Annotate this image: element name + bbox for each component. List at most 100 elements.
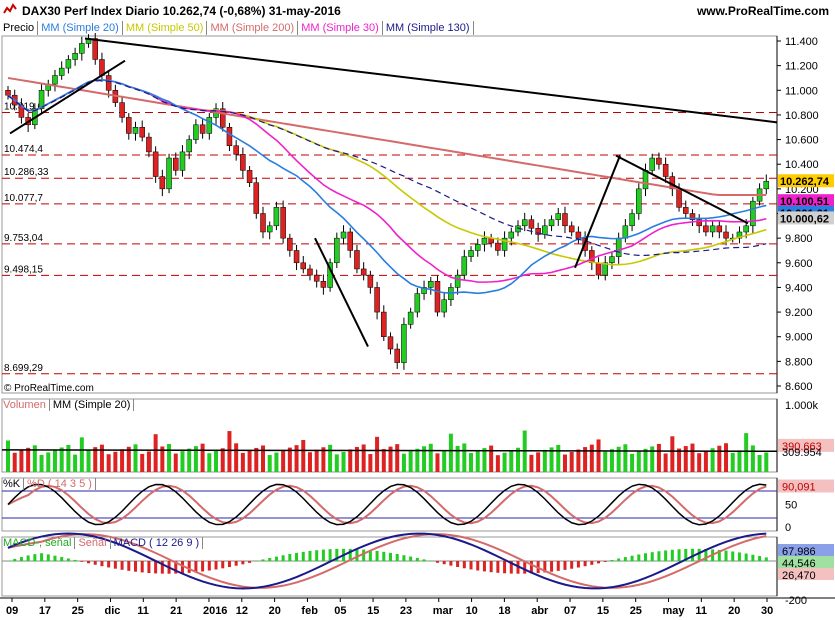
macd-histogram-bar [717, 549, 721, 562]
macd-histogram-bar [415, 557, 419, 562]
macd-histogram-bar [583, 561, 587, 567]
volume-bar [401, 453, 406, 472]
volume-bar [536, 452, 541, 472]
y-tick-label: 8.600 [785, 381, 813, 393]
site-url[interactable]: www.ProRealTime.com [696, 4, 829, 18]
volume-bar [207, 453, 212, 472]
macd-histogram-bar [617, 558, 621, 562]
volume-bar [670, 436, 675, 472]
macd-histogram-bar [348, 548, 352, 562]
legend-mm20[interactable]: MM (Simple 20) [38, 21, 123, 35]
volume-bar [516, 447, 520, 472]
volume-bar [717, 445, 722, 472]
macd-label: 67,986 [782, 546, 816, 558]
level-label: 10.474,4 [4, 144, 43, 155]
macd-histogram-bar [422, 559, 426, 562]
candle [548, 219, 555, 227]
macd-histogram-bar [160, 561, 164, 574]
candle [280, 207, 286, 239]
macd-histogram-bar [650, 552, 654, 562]
macd-histogram-bar [93, 561, 97, 565]
candle [119, 102, 125, 118]
stoch-legend-k[interactable]: %K [0, 478, 25, 490]
candle [5, 90, 11, 96]
x-tick-label: 20 [728, 605, 740, 617]
volume-bar [220, 448, 225, 472]
volume-bar [643, 448, 648, 472]
mm200-line [7, 76, 767, 197]
macd-legend-m1[interactable]: MACD-, señal [0, 537, 76, 549]
x-tick-label: feb [301, 605, 318, 617]
y-tick-label: 11.200 [785, 61, 818, 73]
macd-histogram-bar [704, 549, 708, 562]
x-tick-label: 30 [761, 605, 773, 617]
macd-histogram-bar [489, 561, 493, 573]
volume-bar [361, 444, 366, 472]
chart-title: DAX30 Perf Index Diario 10.262,74 (-0,68… [22, 4, 341, 18]
stoch-label-box [778, 479, 834, 493]
right-label-box [778, 174, 834, 188]
candle [649, 157, 655, 171]
stoch-label: 90,091 [782, 482, 816, 494]
volume-bar [274, 452, 279, 472]
candle [568, 225, 575, 233]
macd-histogram-bar [744, 553, 748, 562]
macd-histogram-bar [469, 561, 473, 570]
volume-bar [294, 445, 299, 472]
macd-histogram-bar [73, 559, 77, 562]
macd-histogram-bar [174, 561, 178, 574]
volume-bar [247, 450, 252, 472]
volume-bar [19, 450, 24, 472]
candle [636, 188, 642, 214]
legend-price[interactable]: Precio [0, 21, 39, 35]
macd-legend-m2[interactable]: Señal [75, 537, 111, 549]
candle [38, 90, 45, 110]
candle [152, 151, 159, 177]
volume-label-box [778, 438, 834, 452]
volume-bar [167, 443, 172, 472]
x-tick-label: 18 [498, 605, 510, 617]
volume-bar [66, 444, 71, 472]
legend-mm200[interactable]: MM (Simple 200) [207, 21, 299, 35]
volume-legend-mm[interactable]: MM (Simple 20) [50, 399, 135, 411]
x-tick-label: 2016 [203, 605, 227, 617]
macd-histogram-bar [570, 561, 574, 569]
level-label: 10.286,33 [4, 167, 49, 178]
macd-histogram-bar [550, 561, 554, 572]
volume-bar [106, 454, 111, 472]
candle [193, 124, 199, 140]
candle [146, 136, 152, 153]
macd-histogram-bar [509, 561, 513, 574]
legend-mm30[interactable]: MM (Simple 30) [298, 21, 383, 35]
legend-mm130[interactable]: MM (Simple 130) [383, 21, 474, 35]
volume-legend-vol[interactable]: Volumen [0, 399, 50, 411]
candle [575, 231, 582, 239]
candle [65, 59, 72, 69]
volume-bar [408, 451, 413, 472]
volume-bar [334, 454, 339, 472]
volume-bar [86, 449, 91, 472]
macd-histogram-bar [429, 560, 433, 562]
macd-histogram-bar [731, 551, 735, 562]
macd-histogram-bar [221, 561, 225, 569]
stoch-legend-d[interactable]: %D ( 14 3 5 ) [24, 478, 96, 490]
volume-bar [462, 443, 467, 472]
y-tick-label: 9.800 [785, 233, 813, 245]
volume-bar [442, 450, 447, 472]
macd-histogram-bar [107, 561, 111, 568]
candle [434, 281, 441, 313]
legend-mm50[interactable]: MM (Simple 50) [123, 21, 208, 35]
x-tick-label: 21 [170, 605, 182, 617]
candle [300, 262, 307, 270]
candle [394, 348, 400, 363]
macd-histogram-bar [288, 554, 292, 562]
candle [528, 219, 535, 229]
volume-tick-label: 1.000k [785, 400, 819, 412]
volume-bar [609, 449, 614, 472]
level-label: 9.753,04 [4, 233, 43, 244]
macd-legend-m3[interactable]: MACD ( 12 26 9 ) [111, 537, 204, 549]
macd-histogram-bar [482, 561, 486, 572]
volume-bar [46, 452, 51, 472]
macd-histogram-bar [120, 561, 124, 570]
